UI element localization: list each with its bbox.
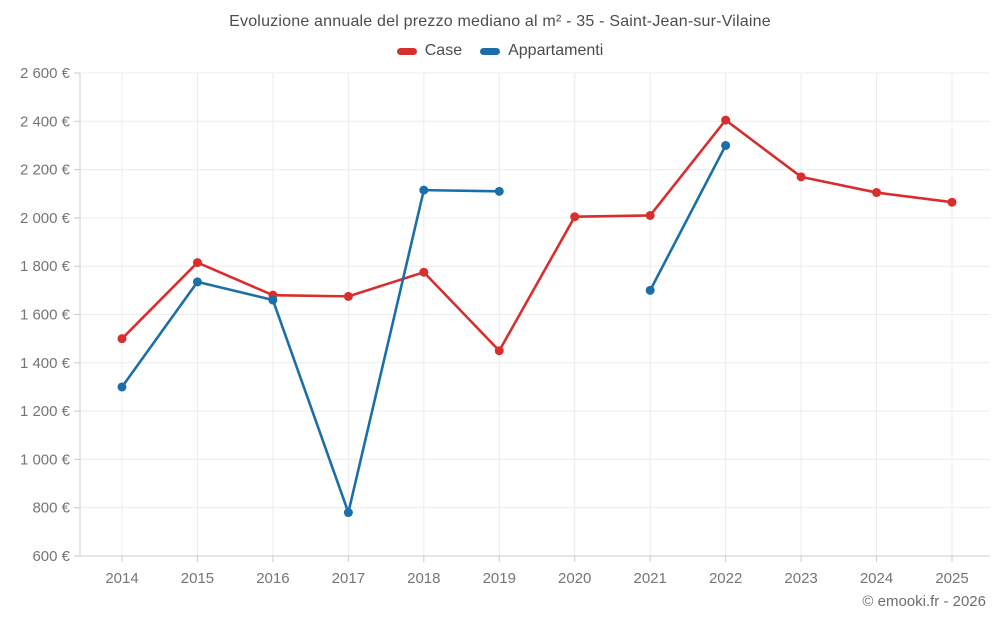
svg-text:2017: 2017 <box>332 570 365 587</box>
svg-text:2015: 2015 <box>181 570 214 587</box>
svg-text:800 €: 800 € <box>32 500 70 517</box>
svg-text:2019: 2019 <box>483 570 516 587</box>
svg-text:2014: 2014 <box>105 570 138 587</box>
legend-swatch-case-icon <box>396 47 417 55</box>
svg-text:2025: 2025 <box>935 570 968 587</box>
svg-text:2018: 2018 <box>407 570 440 587</box>
legend-label-appartamenti: Appartamenti <box>508 42 604 59</box>
svg-text:2 600 €: 2 600 € <box>20 65 71 82</box>
legend-item-case[interactable]: Case <box>396 42 463 60</box>
svg-text:2016: 2016 <box>256 570 289 587</box>
chart-legend: Case Appartamenti <box>0 42 1000 60</box>
svg-text:2022: 2022 <box>709 570 742 587</box>
legend-item-appartamenti[interactable]: Appartamenti <box>480 42 603 60</box>
svg-text:2021: 2021 <box>633 570 666 587</box>
svg-text:2 400 €: 2 400 € <box>20 113 71 130</box>
svg-text:1 600 €: 1 600 € <box>20 307 71 324</box>
legend-label-case: Case <box>424 42 463 59</box>
svg-text:1 200 €: 1 200 € <box>20 403 71 420</box>
svg-text:1 000 €: 1 000 € <box>20 451 71 468</box>
legend-swatch-appartamenti-icon <box>480 47 501 55</box>
svg-text:2023: 2023 <box>784 570 817 587</box>
svg-text:2020: 2020 <box>558 570 591 587</box>
svg-text:2 200 €: 2 200 € <box>20 162 71 179</box>
svg-text:1 400 €: 1 400 € <box>20 355 71 372</box>
svg-text:1 800 €: 1 800 € <box>20 258 71 275</box>
svg-text:600 €: 600 € <box>32 548 70 565</box>
chart-title: Evoluzione annuale del prezzo mediano al… <box>229 13 771 30</box>
svg-text:2024: 2024 <box>860 570 893 587</box>
svg-text:2 000 €: 2 000 € <box>20 210 71 227</box>
copyright-text: © emooki.fr - 2026 <box>862 593 986 610</box>
